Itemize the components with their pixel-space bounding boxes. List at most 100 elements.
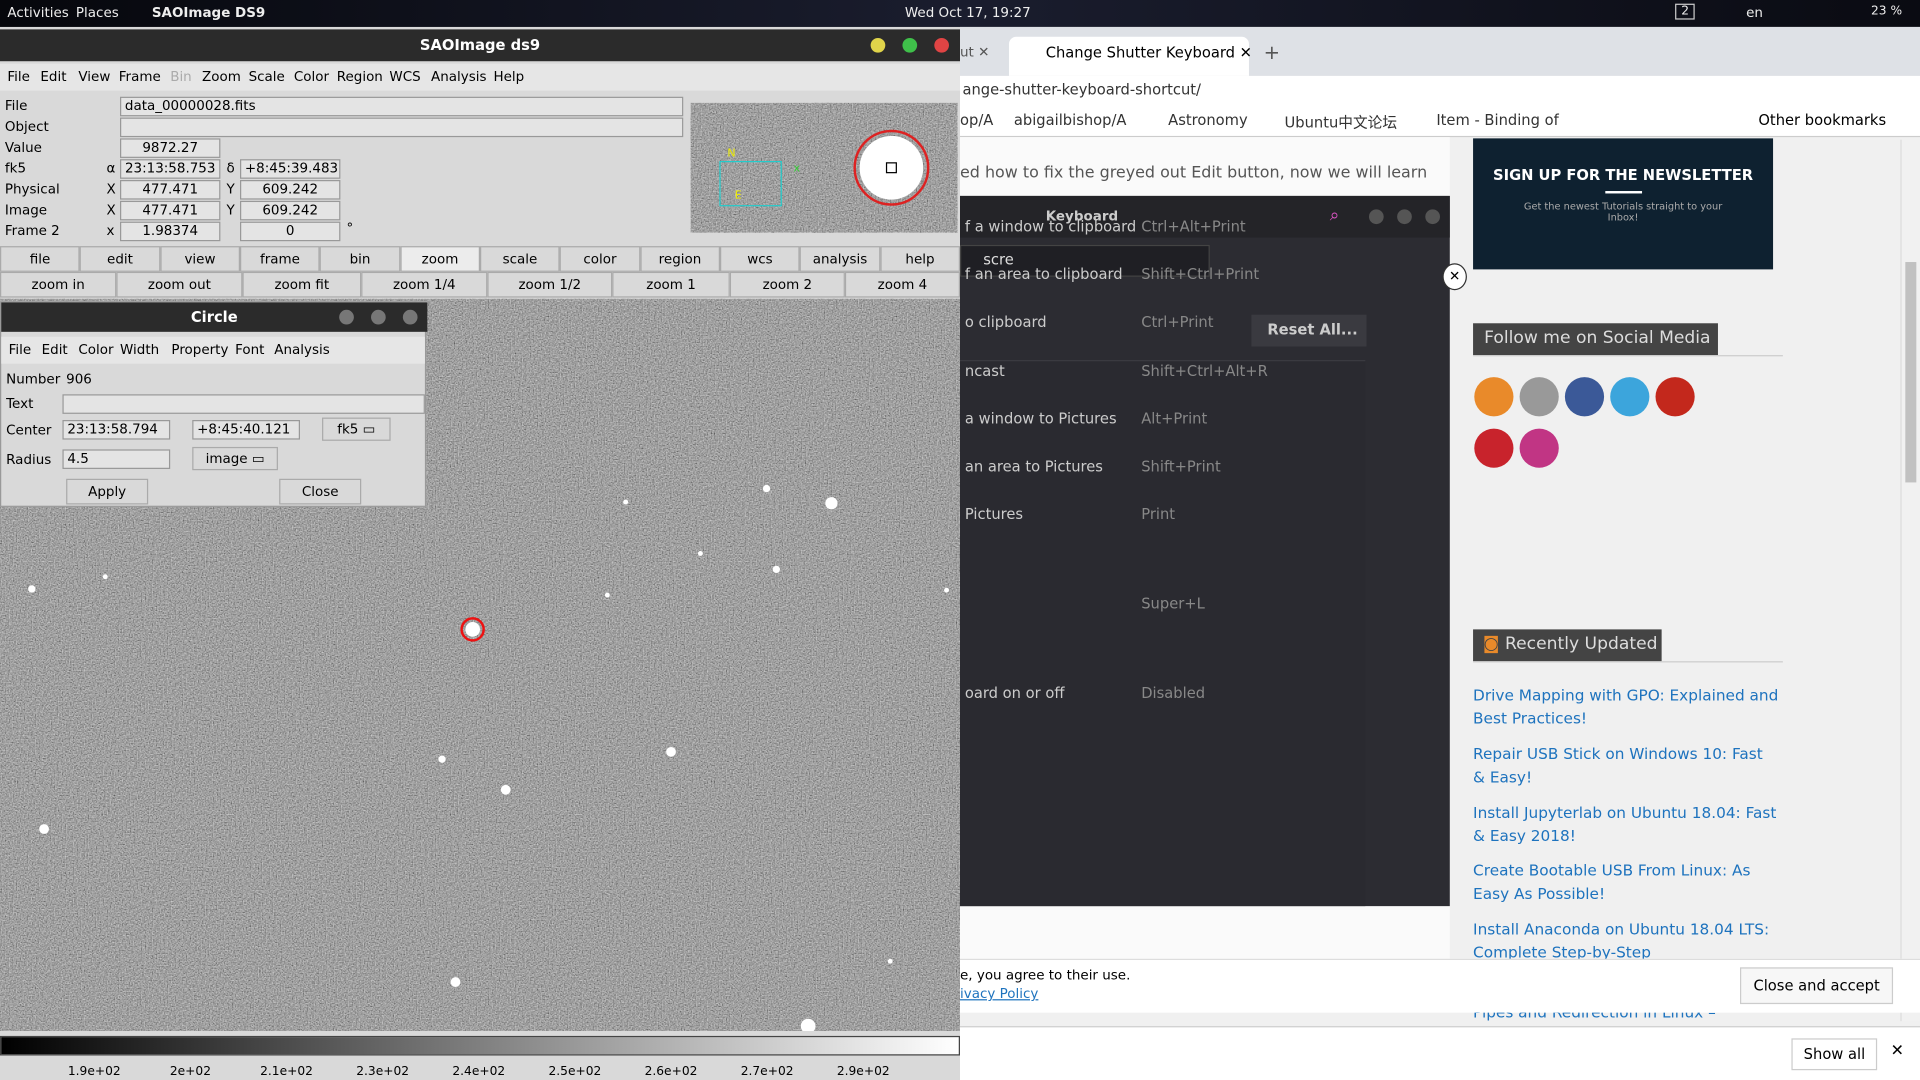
bookmark[interactable]: Item - Binding of	[1436, 111, 1559, 129]
menu-item[interactable]: Edit	[41, 341, 68, 358]
other-bookmarks[interactable]: Other bookmarks	[1758, 111, 1887, 129]
url[interactable]: ange-shutter-keyboard-shortcut/	[962, 80, 1202, 98]
bookmark[interactable]: Astronomy	[1168, 111, 1248, 129]
button[interactable]: zoom 1/2	[487, 271, 613, 298]
minimize-button[interactable]	[870, 37, 886, 53]
show-all-button[interactable]: Show all	[1791, 1038, 1878, 1071]
close-download-bar[interactable]: ✕	[1890, 1042, 1904, 1061]
shortcut-keys[interactable]: Shift+Ctrl+Print	[1141, 265, 1260, 283]
shortcut-keys[interactable]: Print	[1141, 505, 1176, 523]
button[interactable]: zoom fit	[242, 271, 362, 298]
button[interactable]: view	[159, 246, 240, 272]
menu-item[interactable]: Analysis	[274, 341, 330, 358]
tab[interactable]: ut ✕	[960, 44, 990, 61]
unit-menu[interactable]: image ▭	[192, 446, 278, 471]
recent-link[interactable]: Repair USB Stick on Windows 10: Fast & E…	[1473, 744, 1763, 787]
close-dialog[interactable]: ✕	[1442, 263, 1467, 291]
menu-item[interactable]: Color	[293, 68, 330, 85]
twitter-icon[interactable]	[1610, 377, 1650, 417]
rss-icon[interactable]	[1474, 377, 1514, 417]
workspace[interactable]: 2	[1675, 3, 1696, 20]
button[interactable]: color	[559, 246, 640, 272]
radius-field[interactable]: 4.5	[62, 449, 171, 469]
window-button[interactable]	[1425, 209, 1441, 225]
recent-link[interactable]: Create Bootable USB From Linux: As Easy …	[1473, 860, 1751, 903]
menu-item[interactable]: WCS	[389, 68, 421, 85]
menu-item[interactable]: Region	[336, 68, 383, 85]
shortcut-keys[interactable]: Ctrl+Alt+Print	[1141, 217, 1246, 236]
button[interactable]: analysis	[799, 246, 880, 272]
menu-item[interactable]: File	[8, 341, 32, 358]
menu-item[interactable]: Scale	[248, 68, 285, 85]
button[interactable]: scale	[480, 246, 560, 272]
system-menu[interactable]: fk5 ▭	[322, 417, 391, 441]
window-button[interactable]	[1397, 209, 1412, 225]
menu-item[interactable]: File	[7, 68, 30, 85]
facebook-icon[interactable]	[1564, 377, 1605, 417]
search-field[interactable]: scre	[960, 244, 1210, 277]
battery[interactable]: 23 %	[1871, 4, 1903, 19]
button[interactable]: edit	[79, 246, 160, 272]
app-menu[interactable]: SAOImage DS9	[151, 4, 266, 21]
activities[interactable]: Activities	[7, 4, 69, 21]
button[interactable]: region	[639, 246, 720, 272]
window-button[interactable]	[339, 309, 354, 325]
button[interactable]: bin	[319, 246, 400, 272]
mail-icon[interactable]	[1519, 377, 1559, 417]
clock[interactable]: Wed Oct 17, 19:27	[904, 4, 1031, 21]
recent-link[interactable]: Install Anaconda on Ubuntu 18.04 LTS: Co…	[1473, 919, 1770, 962]
reset-button[interactable]: Reset All...	[1251, 314, 1367, 347]
menu-item[interactable]: View	[78, 68, 111, 85]
recent-link[interactable]: Install Jupyterlab on Ubuntu 18.04: Fast…	[1473, 803, 1777, 845]
maximize-button[interactable]	[902, 37, 918, 53]
menu-item[interactable]: Edit	[40, 68, 67, 85]
youtube-icon[interactable]	[1655, 377, 1695, 417]
close-button[interactable]: Close	[279, 478, 362, 505]
instagram-icon[interactable]	[1519, 428, 1559, 468]
search-toggle[interactable]: ⌕	[1329, 205, 1340, 226]
button[interactable]: zoom out	[116, 271, 243, 298]
menu-item[interactable]: Frame	[118, 68, 161, 85]
recent-link[interactable]: Drive Mapping with GPO: Explained and Be…	[1473, 685, 1779, 728]
button[interactable]: zoom 2	[729, 271, 845, 298]
shortcut-keys[interactable]: Alt+Print	[1141, 410, 1208, 428]
shortcut-keys[interactable]: Disabled	[1141, 684, 1206, 702]
center-dec-field[interactable]: +8:45:40.121	[192, 420, 301, 440]
button[interactable]: zoom in	[0, 271, 117, 298]
menu-item[interactable]: Font	[235, 341, 265, 358]
menu-item[interactable]: Width	[120, 341, 160, 358]
tab[interactable]: Change Shutter Keyboard ✕	[1008, 36, 1252, 76]
menu-item[interactable]: Bin	[170, 68, 192, 85]
button[interactable]: zoom	[399, 246, 480, 272]
shortcut-keys[interactable]: Shift+Print	[1141, 457, 1221, 476]
button[interactable]: frame	[240, 246, 320, 272]
close-button[interactable]	[934, 37, 949, 53]
menu-item[interactable]: Help	[493, 68, 525, 85]
window-button[interactable]	[371, 309, 386, 325]
privacy-link[interactable]: ivacy Policy	[960, 985, 1039, 1002]
text-field[interactable]	[62, 394, 425, 414]
button[interactable]: zoom 4	[844, 271, 961, 298]
places-menu[interactable]: Places	[75, 4, 119, 21]
language[interactable]: en	[1746, 4, 1763, 21]
menu-item[interactable]: Color	[78, 341, 114, 358]
menu-item[interactable]: Zoom	[202, 68, 241, 85]
menu-item[interactable]: Property	[171, 341, 229, 358]
window-button[interactable]	[1368, 209, 1384, 225]
button[interactable]: help	[879, 246, 960, 272]
button[interactable]: zoom 1/4	[361, 271, 488, 298]
menu-item[interactable]: Analysis	[431, 68, 487, 85]
button[interactable]: wcs	[720, 246, 800, 272]
bookmark[interactable]: Ubuntu中文论坛	[1284, 113, 1398, 132]
button[interactable]: zoom 1	[612, 271, 730, 298]
apply-button[interactable]: Apply	[66, 478, 149, 505]
shortcut-keys[interactable]: Super+L	[1141, 595, 1205, 613]
pinterest-icon[interactable]	[1474, 428, 1514, 468]
shortcut-keys[interactable]: Ctrl+Print	[1141, 313, 1214, 331]
shortcut-keys[interactable]: Shift+Ctrl+Alt+R	[1141, 362, 1268, 380]
center-ra-field[interactable]: 23:13:58.794	[62, 420, 171, 440]
new-tab[interactable]: +	[1263, 40, 1281, 64]
close-accept-button[interactable]: Close and accept	[1740, 967, 1894, 1005]
bookmark[interactable]: op/A	[960, 111, 994, 129]
bookmark[interactable]: abigailbishop/A	[1013, 111, 1127, 129]
